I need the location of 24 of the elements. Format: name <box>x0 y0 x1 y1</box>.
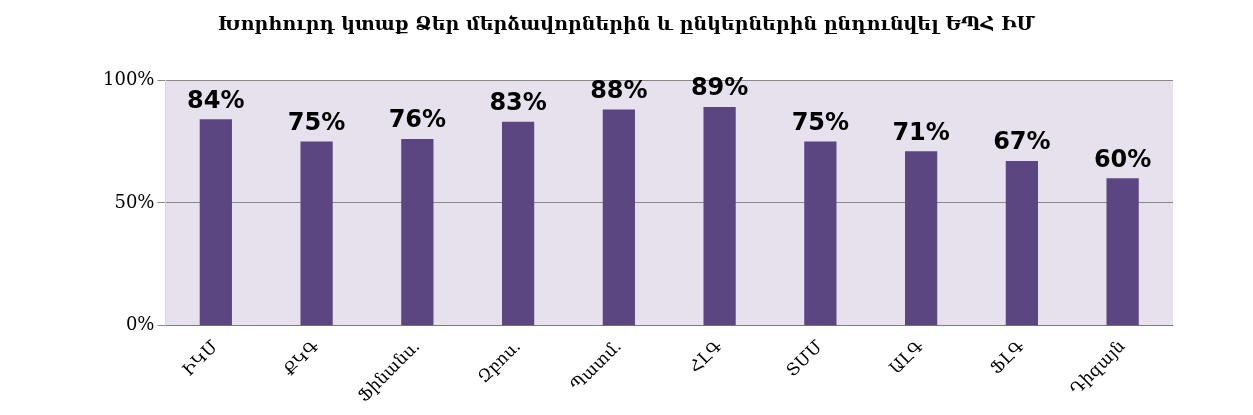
bar <box>199 119 232 326</box>
data-label: 83% <box>489 88 547 117</box>
bar <box>1005 161 1038 326</box>
bar <box>1106 178 1139 326</box>
data-label: 89% <box>690 73 749 102</box>
bar <box>904 151 938 326</box>
chart-title: Խորհուրդ կտաք Ձեր մերձավորներին և ընկերներին ընդունվել ԵՊՀ ԻՄ <box>216 12 1037 34</box>
bar <box>401 139 434 326</box>
bar <box>602 109 635 326</box>
data-label: 60% <box>1093 144 1152 173</box>
bar <box>804 141 837 326</box>
data-label: 76% <box>388 105 447 134</box>
data-label: 88% <box>590 75 648 104</box>
bar <box>703 107 736 326</box>
data-label: 75% <box>791 107 850 136</box>
data-label: 71% <box>892 117 950 146</box>
data-label: 75% <box>287 107 346 136</box>
y-tick-label: 0% <box>125 313 155 335</box>
bar <box>501 121 535 326</box>
bar <box>300 141 333 326</box>
data-label: 84% <box>187 85 245 114</box>
data-label: 67% <box>993 127 1051 156</box>
y-tick-label: 100% <box>102 67 155 89</box>
y-tick-label: 50% <box>114 190 155 212</box>
